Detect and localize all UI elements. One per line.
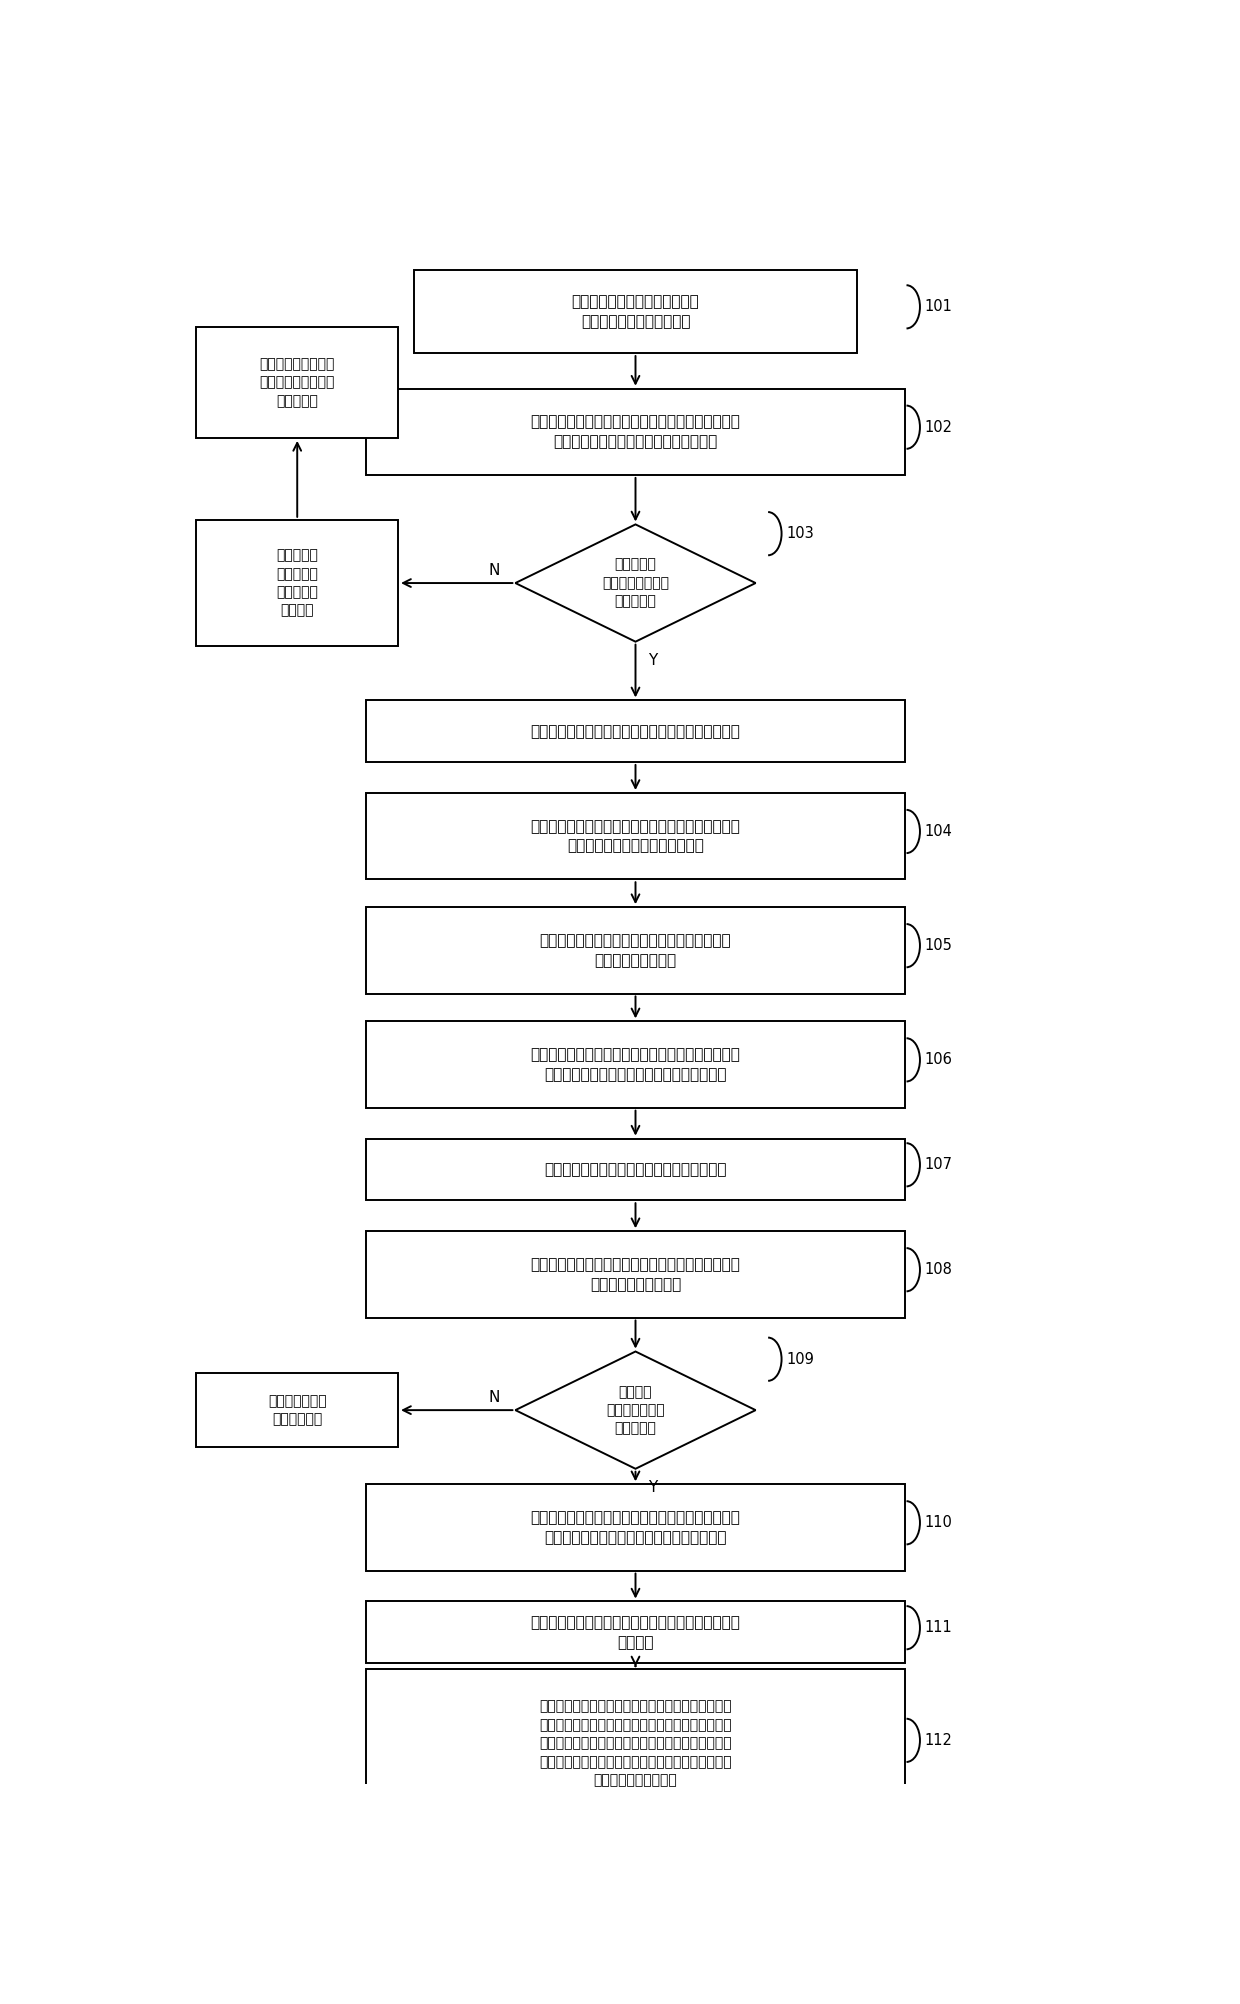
Text: 第二数据
与预设的指令数
据是否相同: 第二数据 与预设的指令数 据是否相同 [606, 1385, 665, 1435]
Text: 108: 108 [925, 1263, 952, 1277]
FancyBboxPatch shape [367, 1230, 905, 1317]
Text: 104: 104 [925, 824, 952, 840]
Text: 向工作站发出指
令错误的提示: 向工作站发出指 令错误的提示 [268, 1395, 326, 1427]
Text: 可编程微处理器模块向视频切换模块发送接通医疗设
备主机和医疗设备显示器连接的视频切换指令: 可编程微处理器模块向视频切换模块发送接通医疗设 备主机和医疗设备显示器连接的视频… [531, 1509, 740, 1545]
Text: 该身份信息
是否符合使用医疗
设备的条件: 该身份信息 是否符合使用医疗 设备的条件 [601, 557, 670, 609]
Text: Y: Y [649, 653, 657, 667]
FancyBboxPatch shape [367, 389, 905, 475]
FancyBboxPatch shape [414, 271, 857, 353]
Text: 111: 111 [925, 1619, 952, 1635]
Text: 107: 107 [925, 1156, 952, 1172]
Text: 101: 101 [925, 299, 952, 315]
Text: 可编程微处理器模块将第一数据与随机数进行第二数
学运算后得到第二数据: 可编程微处理器模块将第一数据与随机数进行第二数 学运算后得到第二数据 [531, 1257, 740, 1293]
Text: 记录本次判断结果，
并发送给医院信息网
络系统保存: 记录本次判断结果， 并发送给医院信息网 络系统保存 [259, 357, 335, 409]
FancyBboxPatch shape [367, 908, 905, 994]
FancyBboxPatch shape [367, 1601, 905, 1663]
Text: 密码模块对第一密文进行解密后得到第一数据: 密码模块对第一密文进行解密后得到第一数据 [544, 1162, 727, 1176]
Text: 记录本次判断结果，并发送给医院信息网络系统保存: 记录本次判断结果，并发送给医院信息网络系统保存 [531, 723, 740, 739]
Text: 102: 102 [925, 419, 952, 435]
FancyBboxPatch shape [367, 1022, 905, 1108]
Text: 通过身份识别装置获取待使用者
的身份信息并发送至工作站: 通过身份识别装置获取待使用者 的身份信息并发送至工作站 [572, 295, 699, 329]
Text: 110: 110 [925, 1515, 952, 1531]
Text: 工作站对第一数据进行加密后得到第一密文，并将第
一密文发送至控制器中的可编程微处理器模块: 工作站对第一数据进行加密后得到第一密文，并将第 一密文发送至控制器中的可编程微处… [531, 1046, 740, 1082]
Text: 工作站向控制器发送获取随机数的请求命令，控制器
随机生成一随机数并发送给工作站: 工作站向控制器发送获取随机数的请求命令，控制器 随机生成一随机数并发送给工作站 [531, 820, 740, 854]
FancyBboxPatch shape [196, 327, 398, 439]
FancyBboxPatch shape [196, 1373, 398, 1447]
Text: 106: 106 [925, 1052, 952, 1068]
Text: N: N [489, 563, 500, 579]
Text: Y: Y [649, 1479, 657, 1495]
Text: 工作站根据接收到的身份信息，查询医院信息网络系
统中与该身份信息相对应的医疗活动信息: 工作站根据接收到的身份信息，查询医院信息网络系 统中与该身份信息相对应的医疗活动… [531, 415, 740, 449]
FancyBboxPatch shape [367, 1485, 905, 1571]
Text: 112: 112 [925, 1733, 952, 1747]
FancyBboxPatch shape [367, 794, 905, 880]
FancyBboxPatch shape [367, 1669, 905, 1818]
Polygon shape [516, 1351, 755, 1469]
Text: 提示该身份
信息不符合
使用医疗设
备的条件: 提示该身份 信息不符合 使用医疗设 备的条件 [277, 549, 319, 617]
Text: 105: 105 [925, 938, 952, 954]
FancyBboxPatch shape [367, 699, 905, 762]
Text: 视频切换模块接通医疗设备主机和医疗设备显示器之
间的连接: 视频切换模块接通医疗设备主机和医疗设备显示器之 间的连接 [531, 1615, 740, 1649]
Text: 使用完成后，工作站生成报告和本次使用的日志信息
，并发送给医院信息网络系统保存，并将指示此待使
用者已经完成使用的标识发送给医院信息网络系统保
存，同时向控制器: 使用完成后，工作站生成报告和本次使用的日志信息 ，并发送给医院信息网络系统保存，… [539, 1699, 732, 1788]
Text: 109: 109 [786, 1353, 815, 1367]
FancyBboxPatch shape [196, 519, 398, 647]
Text: N: N [489, 1391, 500, 1405]
Text: 工作站将随机数与预设的指令数据进行第一数学
运算后得到第一数据: 工作站将随机数与预设的指令数据进行第一数学 运算后得到第一数据 [539, 934, 732, 968]
Text: 103: 103 [786, 527, 815, 541]
FancyBboxPatch shape [367, 1138, 905, 1200]
Polygon shape [516, 525, 755, 641]
